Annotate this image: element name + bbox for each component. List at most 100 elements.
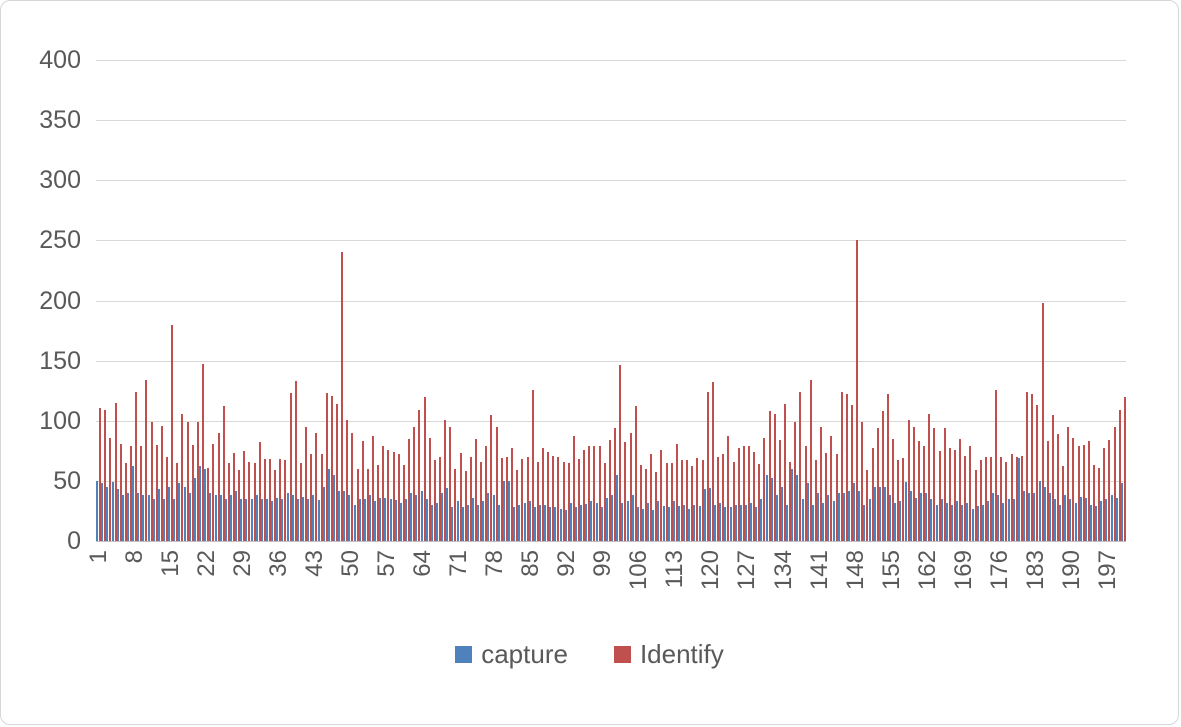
bar-identify [608,440,611,541]
bar-group [672,443,678,541]
bar-group [693,458,699,541]
bar-capture [719,502,722,541]
bar-identify [227,462,230,541]
bar-group [575,459,580,541]
bar-group [327,395,333,541]
bar-capture [317,500,320,541]
bar-identify [382,446,385,541]
bar-group [353,468,359,541]
bar-identify [469,456,472,541]
bar-capture [332,474,335,541]
x-axis-tick-label: 120 [697,550,725,591]
bar-group [750,452,756,541]
bar-capture [482,501,485,541]
bar-capture [1090,504,1092,541]
bar-capture [976,506,979,541]
bar-group [950,449,956,541]
bar-identify [346,419,349,541]
bar-capture [374,501,377,541]
bar-identify [897,460,900,541]
bar-identify [1010,454,1013,541]
bar-identify [1031,394,1034,541]
bar-capture [631,495,634,541]
bar-group [569,436,575,541]
bar-capture [781,486,783,541]
bar-capture [487,492,490,541]
bar-identify [619,365,622,541]
bar-identify [99,407,102,541]
bar-identify [191,444,194,541]
bar-group [302,426,308,541]
bar-capture [229,495,232,541]
bar-group [482,446,488,541]
bar-group [1105,440,1111,541]
bar-identify [830,436,833,541]
bar-identify [222,406,225,541]
bar-identify [681,460,683,541]
bar-capture [678,506,680,541]
bar-group [487,414,493,541]
bar-identify [129,446,132,541]
bar-group [827,436,833,541]
bar-capture [765,474,768,541]
bar-capture [549,507,552,541]
x-axis-tick-label: 197 [1093,550,1121,591]
bar-group [188,444,194,541]
bar-group [724,436,730,541]
bar-group [420,396,426,541]
bar-identify [160,425,163,541]
bar-identify [475,438,477,541]
bar-group [1064,426,1070,541]
bar-capture [523,502,526,541]
bar-group [703,391,709,541]
bar-identify [1036,405,1039,541]
bar-identify [655,472,658,541]
bar-group [647,454,653,541]
bar-group [461,471,467,541]
bar-capture [1007,498,1010,541]
bar-capture [1074,502,1077,541]
bar-capture [266,498,268,541]
y-axis-tick-label: 0 [67,527,81,555]
bar-capture [152,498,155,541]
bar-capture [580,504,583,541]
bar-capture [193,478,196,541]
bar-group [430,460,436,541]
bar-identify [629,432,632,541]
bar-capture [806,483,809,541]
bar-capture [1043,486,1046,541]
bar-group [791,421,797,541]
bar-capture [683,504,686,541]
bar-capture [1028,492,1031,541]
bar-group [595,446,601,541]
bar-identify [747,446,750,541]
bar-identify [624,442,627,541]
bar-group [678,460,683,541]
bar-capture [981,504,984,541]
bar-identify [253,462,256,541]
bar-group [698,460,704,541]
bar-group [255,442,261,541]
bar-identify [1103,448,1106,541]
x-axis-tick-label: 43 [300,550,328,577]
bar-group [260,459,266,541]
bar-identify [140,446,143,541]
bar-identify [202,364,205,541]
bar-capture [348,495,351,541]
bar-capture [595,502,598,541]
bar-capture [327,468,330,541]
bar-capture [930,498,933,541]
bar-group [873,427,879,541]
bar-group [338,252,344,541]
bar-group [224,462,230,541]
bar-capture [714,504,717,541]
bar-group [523,456,529,541]
bar-capture [873,486,876,541]
bar-identify [789,461,792,541]
bar-identify [758,464,761,541]
y-axis-tick-label: 50 [53,466,81,495]
y-axis-tick-label: 250 [39,226,81,255]
bar-identify [361,441,364,541]
bar-identify [176,462,179,541]
y-axis-tick-label: 150 [39,346,81,375]
